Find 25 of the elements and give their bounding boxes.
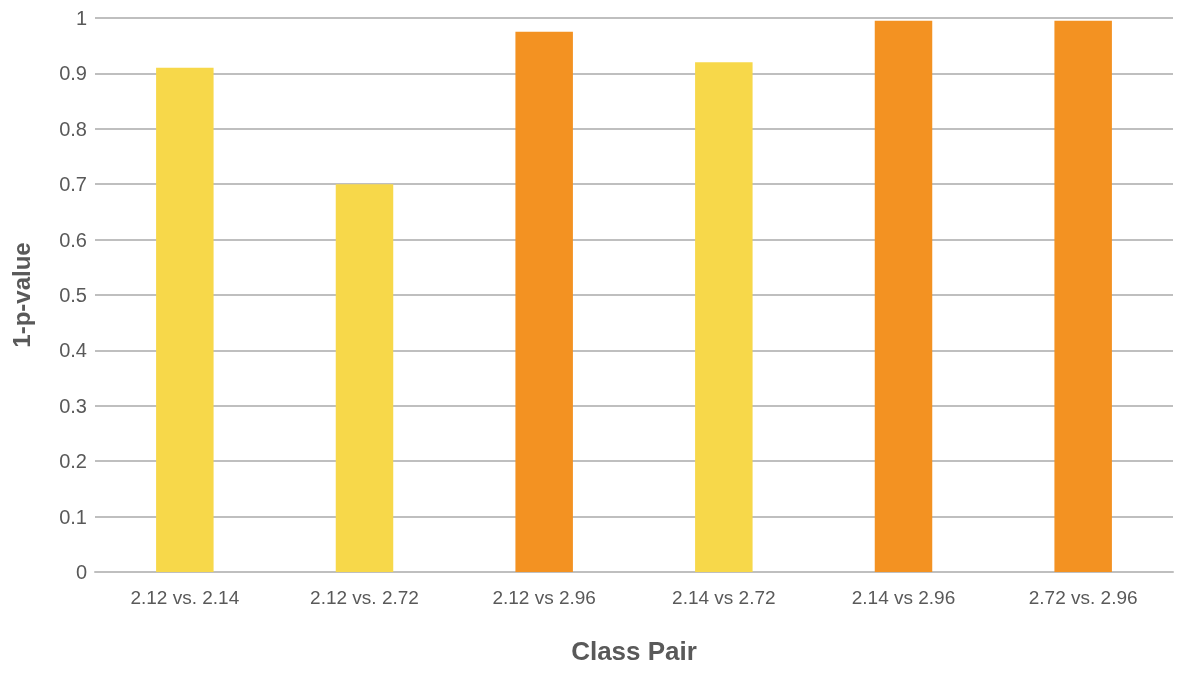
x-tick-label: 2.12 vs. 2.72	[310, 587, 419, 608]
y-tick-label: 0.1	[59, 505, 87, 528]
x-axis-title: Class Pair	[571, 636, 697, 666]
y-tick-label: 0.8	[59, 117, 87, 140]
bar	[695, 62, 753, 572]
y-tick-label: 0.3	[59, 394, 87, 417]
y-tick-label: 0.4	[59, 339, 87, 362]
bar	[874, 20, 933, 572]
y-tick-label: 0.9	[59, 62, 87, 85]
bar	[156, 67, 214, 572]
x-tick-label: 2.72 vs. 2.96	[1028, 587, 1138, 608]
y-tick-label: 0.5	[59, 284, 87, 306]
bar	[1054, 20, 1112, 572]
y-tick-label: 0.2	[59, 450, 87, 473]
y-axis-title: 1-p-value	[7, 242, 35, 348]
y-tick-label: 0	[75, 561, 87, 583]
bar	[335, 184, 394, 572]
y-tick-label: 0.7	[59, 173, 87, 196]
x-tick-label: 2.14 vs 2.72	[672, 587, 776, 608]
x-tick-label: 2.12 vs. 2.14	[130, 587, 240, 608]
bar	[515, 31, 573, 572]
y-tick-label: 1	[75, 7, 87, 29]
x-tick-label: 2.14 vs 2.96	[851, 587, 956, 608]
x-tick-label: 2.12 vs 2.96	[492, 587, 596, 608]
y-tick-label: 0.6	[59, 228, 87, 251]
